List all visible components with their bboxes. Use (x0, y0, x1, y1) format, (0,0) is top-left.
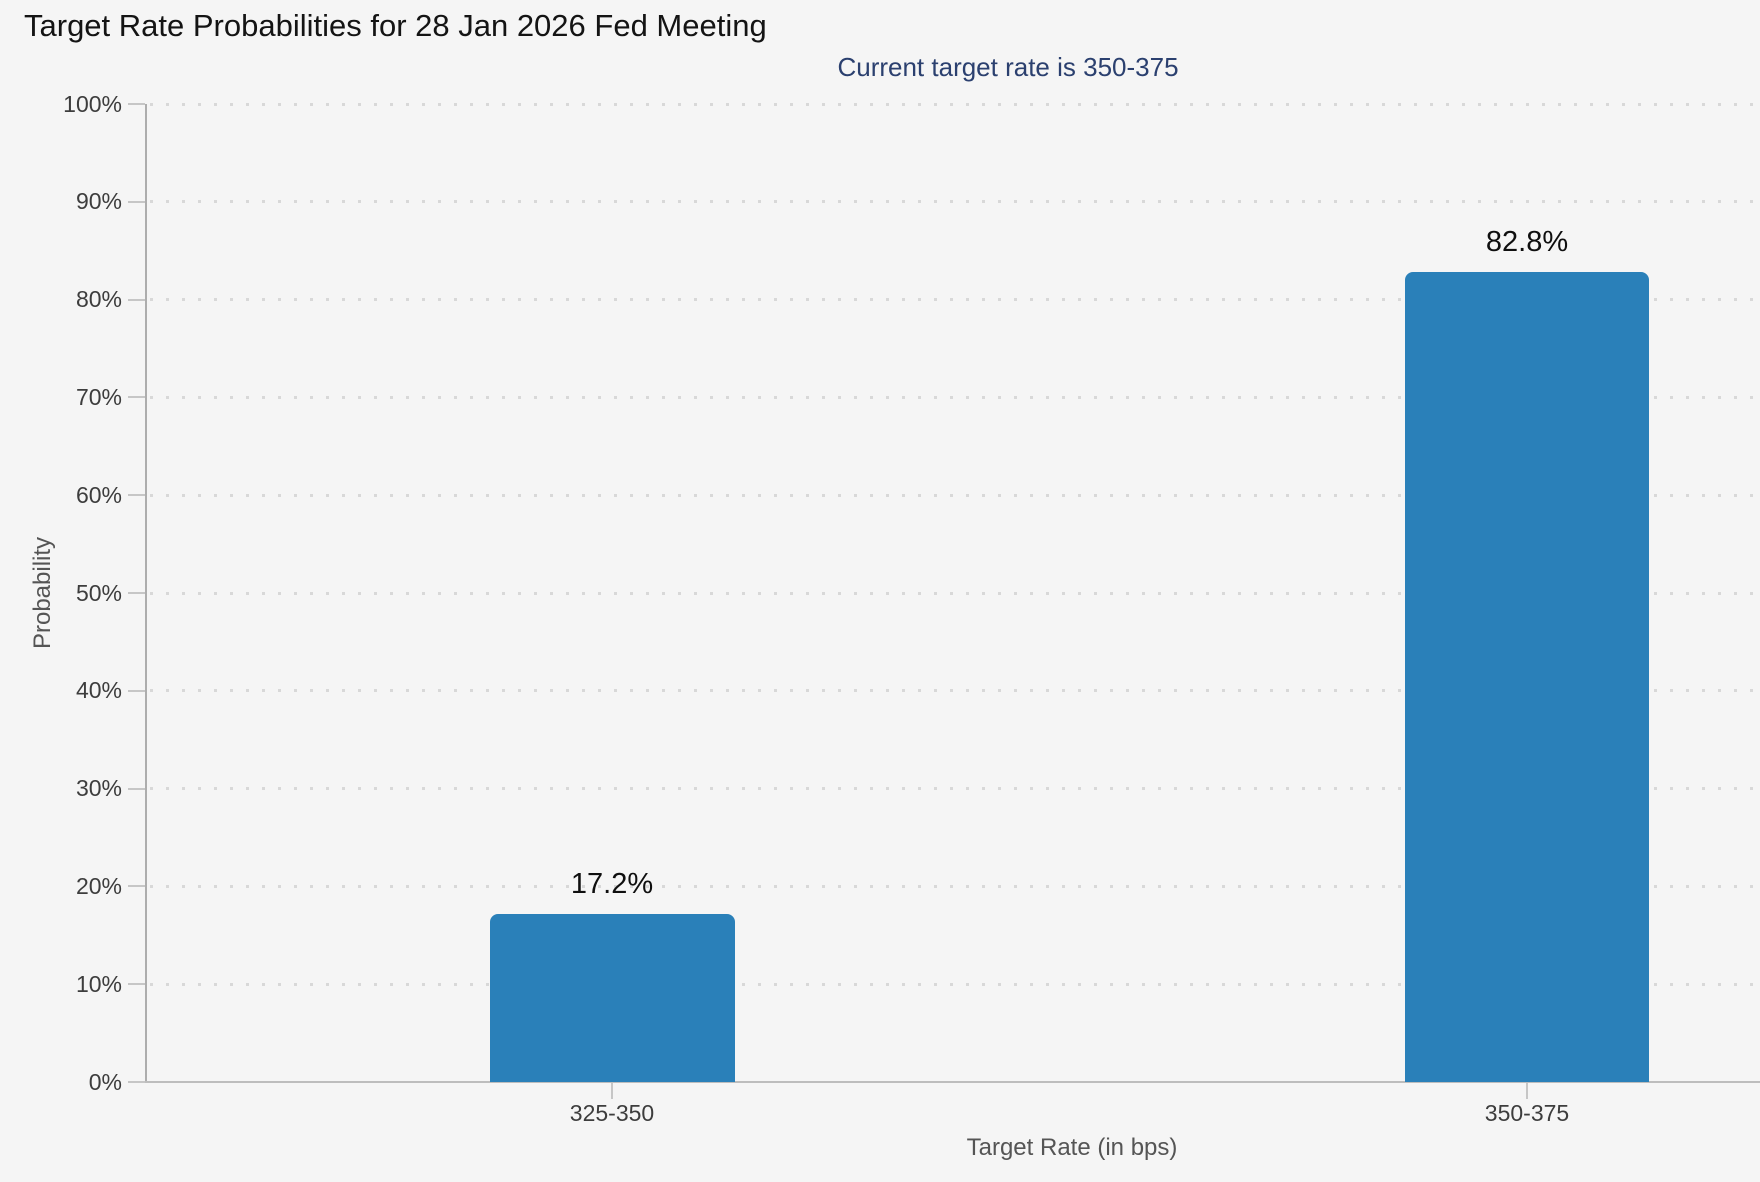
gridline-90 (150, 200, 1760, 204)
gridline-20 (150, 884, 1760, 888)
y-tick-label: 70% (75, 383, 122, 410)
y-tick-label: 10% (75, 970, 122, 997)
y-tick-label: 90% (75, 188, 122, 215)
x-tick-label: 350-375 (1484, 1100, 1570, 1126)
gridline-60 (150, 493, 1760, 497)
y-axis-tick (128, 787, 145, 790)
x-axis-tick (611, 1083, 613, 1099)
y-tick-label: 80% (75, 286, 122, 313)
bar-value-label: 17.2% (570, 867, 654, 900)
y-tick-label: 20% (75, 872, 122, 899)
chart-subtitle: Current target rate is 350-375 (837, 52, 1179, 82)
bar-value-label: 82.8% (1485, 226, 1569, 259)
y-axis-tick (128, 396, 145, 399)
y-axis-tick (128, 298, 145, 301)
y-axis-tick (128, 689, 145, 692)
bar-325-350[interactable] (489, 913, 735, 1082)
y-axis-tick (128, 885, 145, 888)
gridline-100 (150, 102, 1760, 106)
y-axis-line (145, 104, 147, 1082)
y-axis-title: Probability (29, 536, 56, 650)
x-tick-label: 325-350 (569, 1100, 655, 1126)
chart-title: Target Rate Probabilities for 28 Jan 202… (24, 8, 767, 43)
y-axis-tick (128, 103, 145, 105)
y-axis-tick (128, 494, 145, 497)
gridline-80 (150, 298, 1760, 302)
y-tick-label: 60% (75, 481, 122, 508)
gridline-50 (150, 591, 1760, 595)
y-tick-label: 50% (75, 579, 122, 606)
y-axis-tick (128, 592, 145, 594)
y-tick-label: 40% (75, 677, 122, 704)
y-tick-label: 100% (63, 90, 122, 117)
gridline-30 (150, 787, 1760, 791)
y-axis-tick (128, 1081, 145, 1083)
y-tick-label: 0% (88, 1068, 122, 1095)
y-axis-tick (128, 983, 145, 986)
gridline-10 (150, 982, 1760, 986)
x-axis-title: Target Rate (in bps) (966, 1134, 1178, 1161)
y-axis-tick (128, 200, 145, 203)
x-axis-line (145, 1081, 1760, 1083)
gridline-40 (150, 689, 1760, 693)
gridline-70 (150, 395, 1760, 399)
bar-350-375[interactable] (1405, 272, 1649, 1082)
y-tick-label: 30% (75, 775, 122, 802)
x-axis-tick (1526, 1083, 1528, 1099)
